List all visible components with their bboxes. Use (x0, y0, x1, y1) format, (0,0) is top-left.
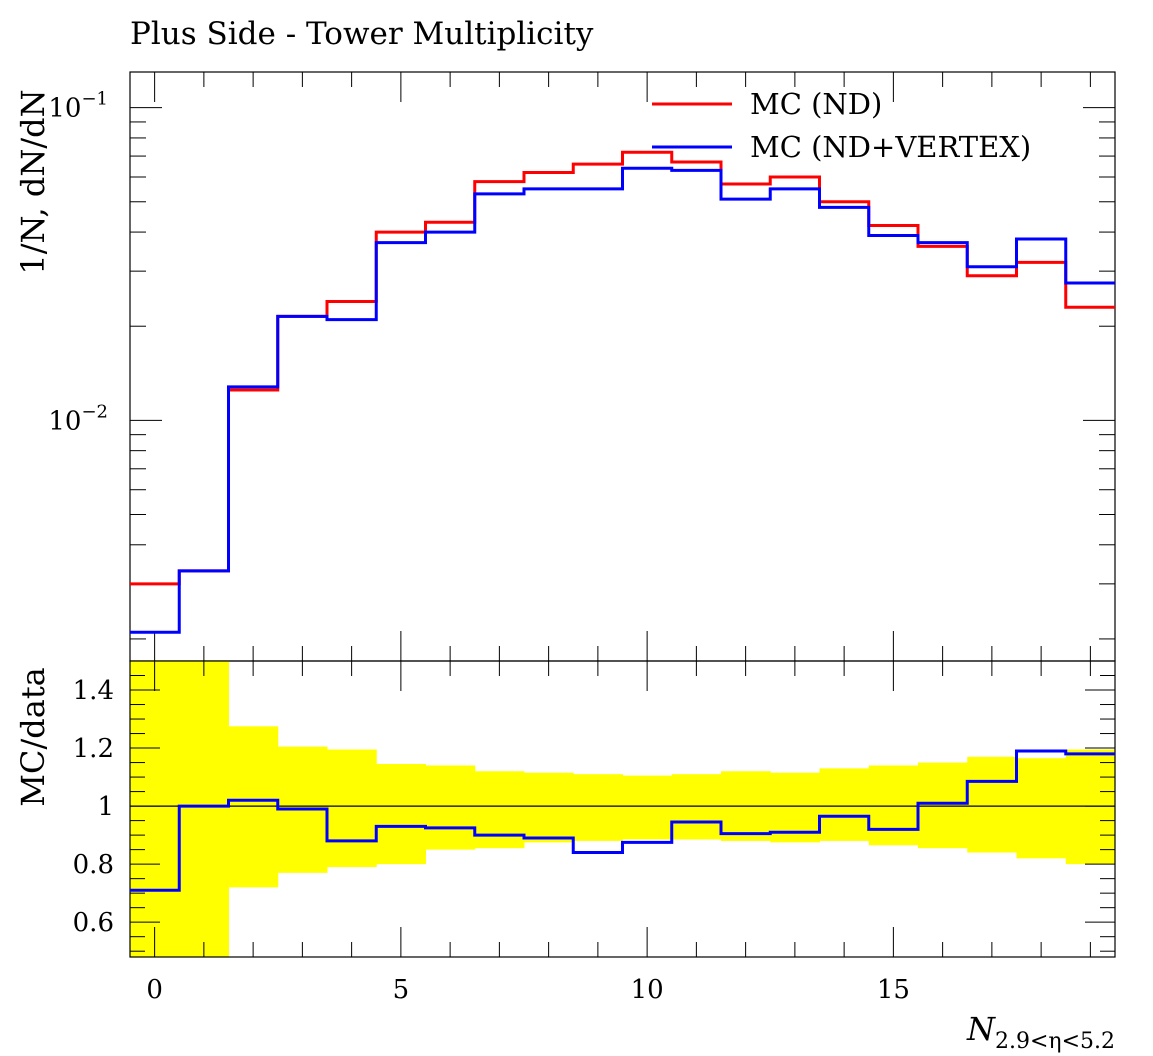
uncertainty-band-bin (179, 661, 229, 957)
legend-entry: MC (ND) (750, 87, 882, 121)
y-tick-label: 10−1 (48, 89, 108, 124)
uncertainty-band-bin (1065, 749, 1116, 865)
x-tick-label: 0 (146, 975, 163, 1005)
chart-title: Plus Side - Tower Multiplicity (130, 16, 594, 52)
uncertainty-band-bin (327, 749, 377, 868)
uncertainty-band-bin (573, 774, 623, 841)
ratio-series-line (130, 749, 1115, 892)
uncertainty-band-bin (868, 765, 919, 846)
uncertainty-band-bin (967, 756, 1017, 853)
y-tick-label: 1 (97, 792, 114, 822)
uncertainty-band-bin (376, 764, 426, 865)
legend-entry: MC (ND+VERTEX) (750, 130, 1031, 164)
uncertainty-band-bin (918, 762, 968, 849)
uncertainty-band-bin (524, 772, 574, 843)
x-axis-label-text: N2.9<η<5.2 (966, 1010, 1115, 1054)
y-tick-label: 1.2 (73, 734, 114, 764)
y-tick-label: 10−2 (48, 401, 108, 436)
uncertainty-band-bin (671, 774, 722, 840)
uncertainty-band-bin (228, 726, 279, 888)
uncertainty-band-bin (819, 768, 870, 841)
uncertainty-band-bin (130, 661, 180, 957)
uncertainty-band-bin (425, 765, 476, 850)
ratio-panel: 0 5 10 15 0.6 0.8 1 1.2 1.4 (73, 660, 1116, 1005)
uncertainty-band-bin (1016, 758, 1067, 859)
x-axis-label: N2.9<η<5.2 (966, 1010, 1115, 1054)
main-panel: 10−2 10−1 MC (ND) MC (ND+VERTEX) (48, 71, 1116, 662)
series-line-mc-nd-vertex (130, 166, 1115, 634)
uncertainty-band-bin (622, 775, 673, 840)
main-ylabel: 1/N, dN/dN (14, 89, 52, 274)
x-tick-label: 15 (877, 975, 910, 1005)
y-tick-label: 1.4 (73, 676, 114, 706)
y-tick-label: 0.8 (73, 850, 114, 880)
y-tick-label: 0.6 (73, 908, 114, 938)
uncertainty-band-bin (474, 771, 525, 849)
x-tick-label: 5 (393, 975, 410, 1005)
x-tick-label: 10 (631, 975, 664, 1005)
ratio-frame (129, 660, 1116, 958)
ratio-ylabel: MC/data (14, 667, 52, 807)
